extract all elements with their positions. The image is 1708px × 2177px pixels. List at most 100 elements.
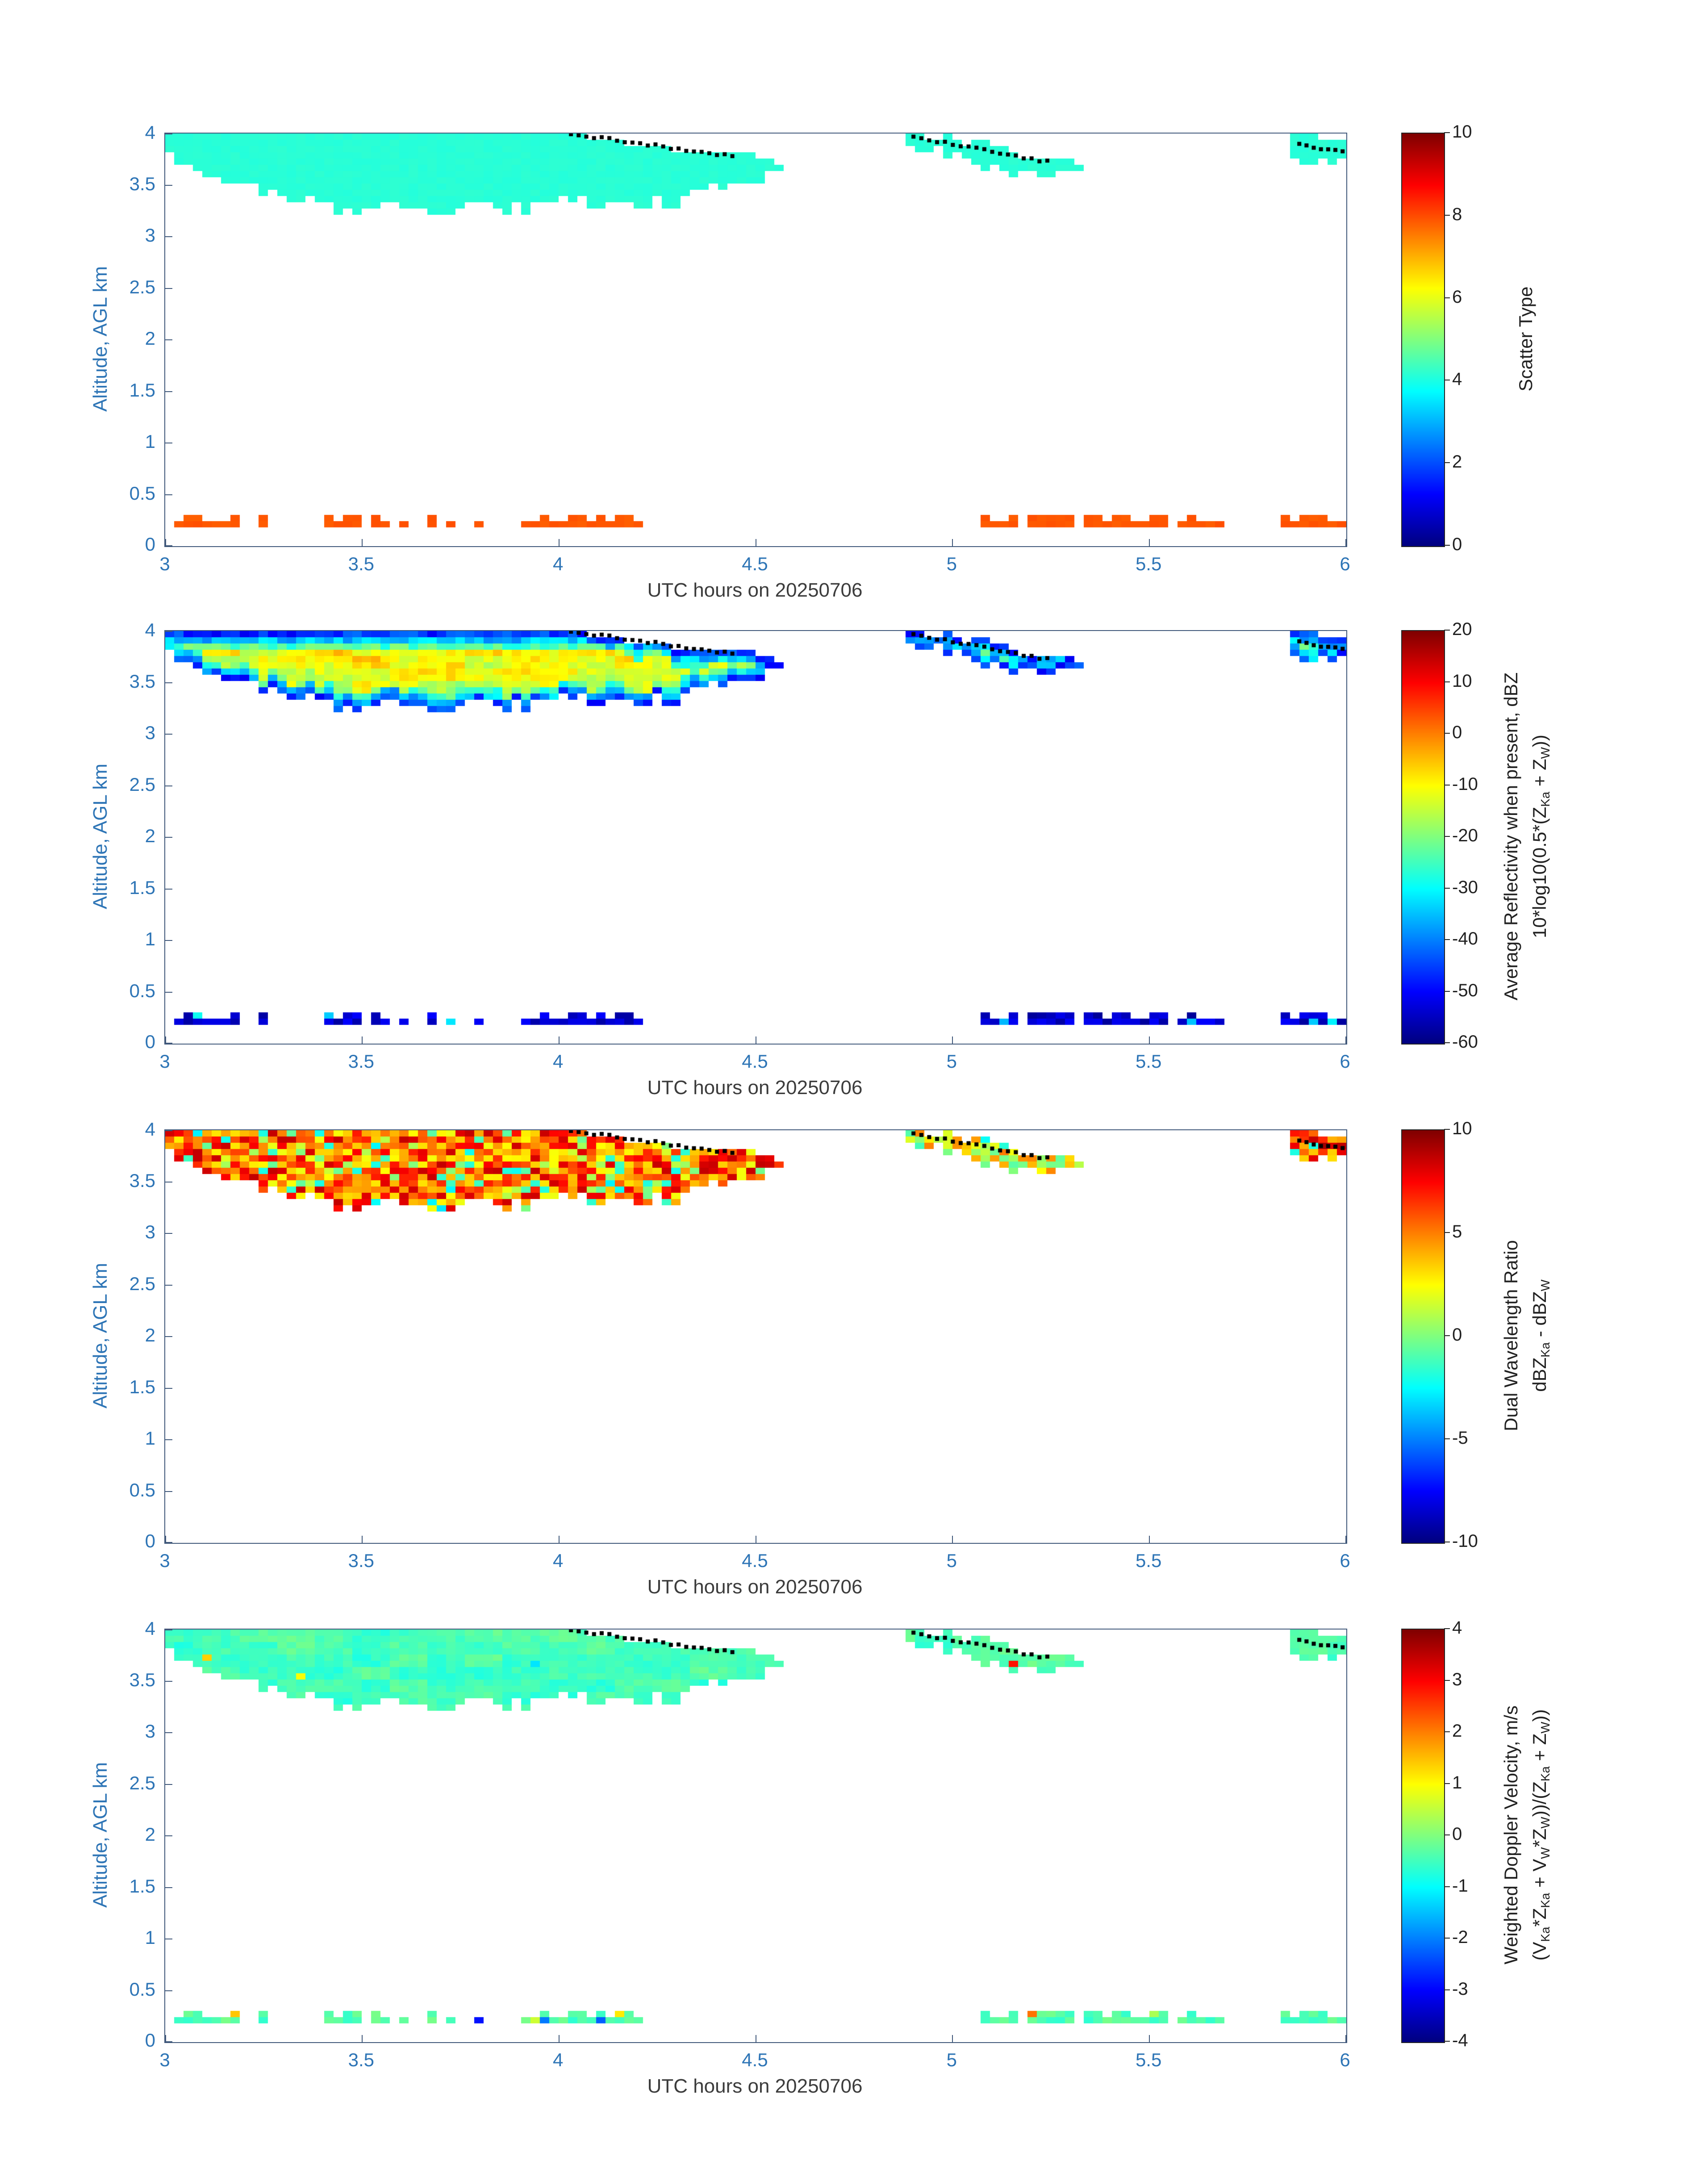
x-tick-label: 5 xyxy=(946,2049,957,2070)
colorbar-label-text: (V xyxy=(1529,1942,1550,1961)
y-tick-label: 3.5 xyxy=(129,670,155,692)
x-tick-label: 4.5 xyxy=(742,553,768,574)
panel-reflectivity: Altitude, AGL km UTC hours on 20250706 3… xyxy=(0,619,1708,1144)
colorbar-label-text: )) xyxy=(1529,1709,1550,1722)
heatmap-canvas xyxy=(165,1130,1346,1543)
x-tick-label: 5.5 xyxy=(1135,553,1162,574)
x-tick-mark xyxy=(1345,2035,1346,2042)
colorbar-tick-mark xyxy=(1444,462,1450,464)
colorbar-label-text: *Z xyxy=(1529,1908,1550,1927)
y-tick-label: 2 xyxy=(145,825,155,846)
colorbar-tick-label: -50 xyxy=(1452,980,1478,1000)
x-tick-mark xyxy=(165,539,166,546)
y-tick-label: 3.5 xyxy=(129,1669,155,1690)
x-tick-mark xyxy=(165,1536,166,1543)
colorbar-label-text: ))/(Z xyxy=(1529,1781,1550,1817)
y-tick-label: 3 xyxy=(145,225,155,246)
colorbar xyxy=(1401,133,1445,547)
x-tick-label: 3 xyxy=(159,2049,170,2070)
colorbar-tick-label: 0 xyxy=(1452,535,1462,554)
x-tick-label: 3.5 xyxy=(348,1550,375,1571)
x-tick-mark xyxy=(165,2035,166,2042)
panel-scatter-type: Altitude, AGL km UTC hours on 20250706 3… xyxy=(0,122,1708,646)
x-tick-mark xyxy=(1345,539,1346,546)
x-tick-label: 4.5 xyxy=(742,2049,768,2070)
colorbar xyxy=(1401,1129,1445,1544)
colorbar-tick-mark xyxy=(1444,545,1450,546)
colorbar-label-text: - dBZ xyxy=(1529,1291,1550,1342)
colorbar-label-text: 10*log10(0.5*(Z xyxy=(1529,806,1550,938)
y-tick-label: 0.5 xyxy=(129,1978,155,2000)
plot-area xyxy=(164,1129,1347,1544)
y-tick-label: 2.5 xyxy=(129,773,155,795)
y-tick-label: 2.5 xyxy=(129,1772,155,1793)
colorbar-tick-label: 3 xyxy=(1452,1669,1462,1689)
y-tick-label: 4 xyxy=(145,122,155,143)
colorbar-tick-mark xyxy=(1444,297,1450,298)
colorbar-tick-mark xyxy=(1444,1989,1450,1990)
colorbar-tick-label: 1 xyxy=(1452,1772,1462,1793)
colorbar-tick-label: -10 xyxy=(1452,1531,1478,1551)
colorbar-tick-label: 20 xyxy=(1452,619,1472,639)
colorbar-label: Weighted Doppler Velocity, m/s xyxy=(1500,1705,1522,1964)
colorbar-label-text: Dual Wavelength Ratio xyxy=(1500,1240,1521,1431)
colorbar-label-text: )) xyxy=(1529,735,1550,748)
colorbar-label-text: Scatter Type xyxy=(1515,286,1536,392)
colorbar-label: Dual Wavelength Ratio xyxy=(1500,1240,1522,1431)
y-tick-mark xyxy=(165,391,172,392)
panel-doppler-velocity: Altitude, AGL km UTC hours on 20250706 3… xyxy=(0,1618,1708,2142)
y-tick-label: 0 xyxy=(145,1530,155,1551)
colorbar-label-subscript: W xyxy=(1538,747,1552,759)
x-tick-mark xyxy=(558,1036,560,1044)
plot-area xyxy=(164,1629,1347,2043)
x-tick-label: 3 xyxy=(159,1550,170,1571)
colorbar-label-subscript: W xyxy=(1538,1722,1552,1734)
y-tick-label: 1.5 xyxy=(129,877,155,898)
x-tick-label: 4 xyxy=(552,1550,564,1571)
x-tick-label: 6 xyxy=(1340,1051,1350,1072)
plot-area xyxy=(164,133,1347,547)
colorbar-label-subscript: Ka xyxy=(1538,1926,1552,1942)
y-tick-label: 3 xyxy=(145,1221,155,1242)
plot-area xyxy=(164,630,1347,1045)
colorbar-tick-label: -10 xyxy=(1452,774,1478,794)
y-tick-label: 3 xyxy=(145,1721,155,1742)
x-tick-mark xyxy=(361,1036,363,1044)
colorbar-label-text: + Z xyxy=(1529,1733,1550,1767)
x-tick-label: 5.5 xyxy=(1135,2049,1162,2070)
colorbar-tick-mark xyxy=(1444,1783,1450,1784)
colorbar-tick-mark xyxy=(1444,1834,1450,1835)
x-tick-label: 3 xyxy=(159,1051,170,1072)
y-tick-label: 3 xyxy=(145,722,155,743)
x-tick-label: 5 xyxy=(946,553,957,574)
x-tick-mark xyxy=(165,1036,166,1044)
colorbar-tick-label: 5 xyxy=(1452,1222,1462,1241)
colorbar-canvas xyxy=(1402,1630,1444,2042)
y-tick-mark xyxy=(165,837,172,838)
y-tick-mark xyxy=(165,184,172,186)
colorbar-tick-mark xyxy=(1444,1886,1450,1887)
colorbar-label: dBZKa - dBZW xyxy=(1529,1279,1552,1391)
colorbar xyxy=(1401,630,1445,1045)
colorbar-tick-mark xyxy=(1444,630,1450,631)
colorbar-tick-label: 0 xyxy=(1452,1325,1462,1345)
x-tick-mark xyxy=(361,539,363,546)
colorbar-canvas xyxy=(1402,631,1444,1044)
colorbar-tick-mark xyxy=(1444,1438,1450,1439)
colorbar-tick-label: -60 xyxy=(1452,1032,1478,1052)
y-tick-label: 0 xyxy=(145,2030,155,2051)
y-tick-mark xyxy=(165,1387,172,1389)
colorbar-tick-mark xyxy=(1444,1042,1450,1043)
colorbar-tick-label: -4 xyxy=(1452,2031,1468,2050)
colorbar-label-subscript: Ka xyxy=(1538,1342,1552,1358)
y-tick-mark xyxy=(165,631,172,632)
y-tick-mark xyxy=(165,339,172,340)
y-tick-label: 1 xyxy=(145,1927,155,1948)
y-tick-mark xyxy=(165,1732,172,1733)
y-tick-label: 0 xyxy=(145,1031,155,1052)
x-tick-label: 4.5 xyxy=(742,1051,768,1072)
colorbar-tick-label: 4 xyxy=(1452,1618,1462,1638)
y-tick-label: 2 xyxy=(145,1325,155,1345)
colorbar-label-subscript: W xyxy=(1538,1279,1552,1291)
